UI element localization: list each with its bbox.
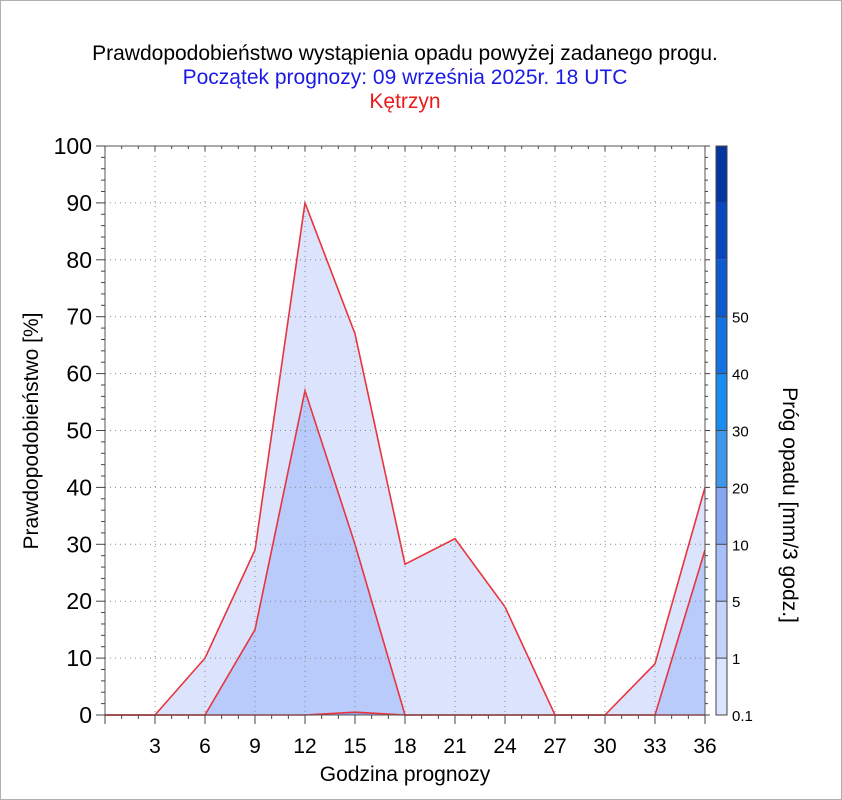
colorbar-segment	[716, 658, 727, 715]
x-tick-label: 3	[149, 735, 161, 758]
x-tick-label: 15	[343, 735, 366, 758]
y-tick-label: 20	[66, 588, 92, 614]
colorbar-segment	[716, 202, 727, 260]
y-tick-label: 70	[66, 304, 92, 330]
x-axis-label: Godzina prognozy	[320, 763, 491, 786]
colorbar-label-tick: 50	[732, 310, 749, 327]
location-subtitle: Kętrzyn	[369, 90, 441, 113]
y-tick-label: 0	[79, 702, 92, 728]
colorbar-label-tick: 40	[732, 367, 749, 384]
colorbar-label-tick: 5	[732, 594, 740, 611]
colorbar-segment	[716, 430, 727, 488]
colorbar: 0.1 1 5 10 20 30 40 50	[715, 145, 753, 725]
colorbar-segment	[716, 601, 727, 659]
colorbar-label-tick: 10	[732, 537, 749, 554]
x-tick-label: 33	[643, 735, 666, 758]
colorbar-segment	[716, 259, 727, 317]
x-tick-label: 12	[293, 735, 316, 758]
colorbar-label-tick: 1	[732, 651, 740, 668]
y-tick-label: 50	[66, 418, 92, 444]
colorbar-segment	[716, 487, 727, 545]
grid-layer	[105, 146, 705, 715]
y-tick-label: 30	[66, 531, 92, 557]
colorbar-segment	[716, 544, 727, 602]
colorbar-segment	[716, 373, 727, 431]
y-tick-label: 90	[66, 190, 92, 216]
colorbar-label-tick: 0.1	[732, 708, 753, 725]
x-tick-label: 36	[693, 735, 716, 758]
y-tick-label: 40	[66, 474, 92, 500]
x-tick-label: 24	[493, 735, 517, 758]
colorbar-label-tick: 30	[732, 424, 749, 441]
x-tick-label: 18	[393, 735, 416, 758]
x-tick-label: 6	[199, 735, 211, 758]
area-series-0	[105, 202, 705, 715]
colorbar-label: Próg opadu [mm/3 godz.]	[778, 387, 801, 623]
x-tick-label: 21	[443, 735, 466, 758]
y-tick-label: 60	[66, 361, 92, 387]
forecast-start-subtitle: Początek prognozy: 09 września 2025r. 18…	[182, 66, 628, 89]
chart-title: Prawdopodobieństwo wystąpienia opadu pow…	[92, 42, 718, 65]
x-tick-label: 30	[593, 735, 616, 758]
x-tick-label: 9	[249, 735, 261, 758]
colorbar-label-tick: 20	[732, 480, 749, 497]
y-axis-label: Prawdopodobieństwo [%]	[20, 313, 43, 550]
area-series-1	[105, 390, 705, 715]
colorbar-segment	[716, 316, 727, 374]
area-series-layer	[105, 199, 706, 716]
y-tick-label: 10	[66, 645, 92, 671]
x-tick-label: 27	[543, 735, 566, 758]
colorbar-segment	[716, 146, 727, 203]
y-tick-label: 100	[54, 133, 92, 159]
y-tick-label: 80	[66, 247, 92, 273]
